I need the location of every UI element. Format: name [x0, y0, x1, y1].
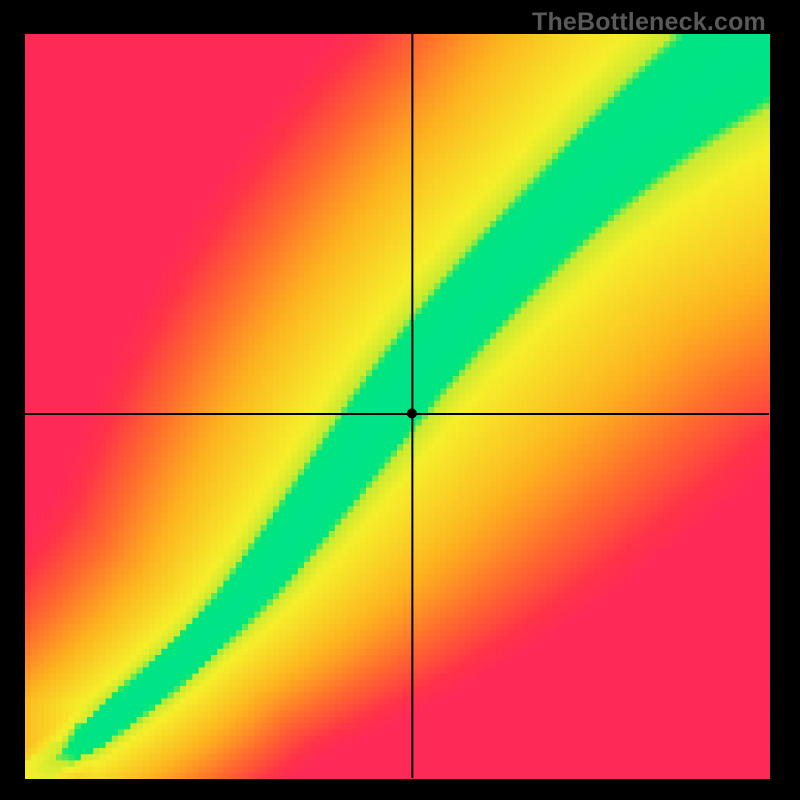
watermark-text: TheBottleneck.com	[532, 8, 766, 37]
chart-container: TheBottleneck.com	[0, 0, 800, 800]
bottleneck-heatmap	[0, 0, 800, 800]
